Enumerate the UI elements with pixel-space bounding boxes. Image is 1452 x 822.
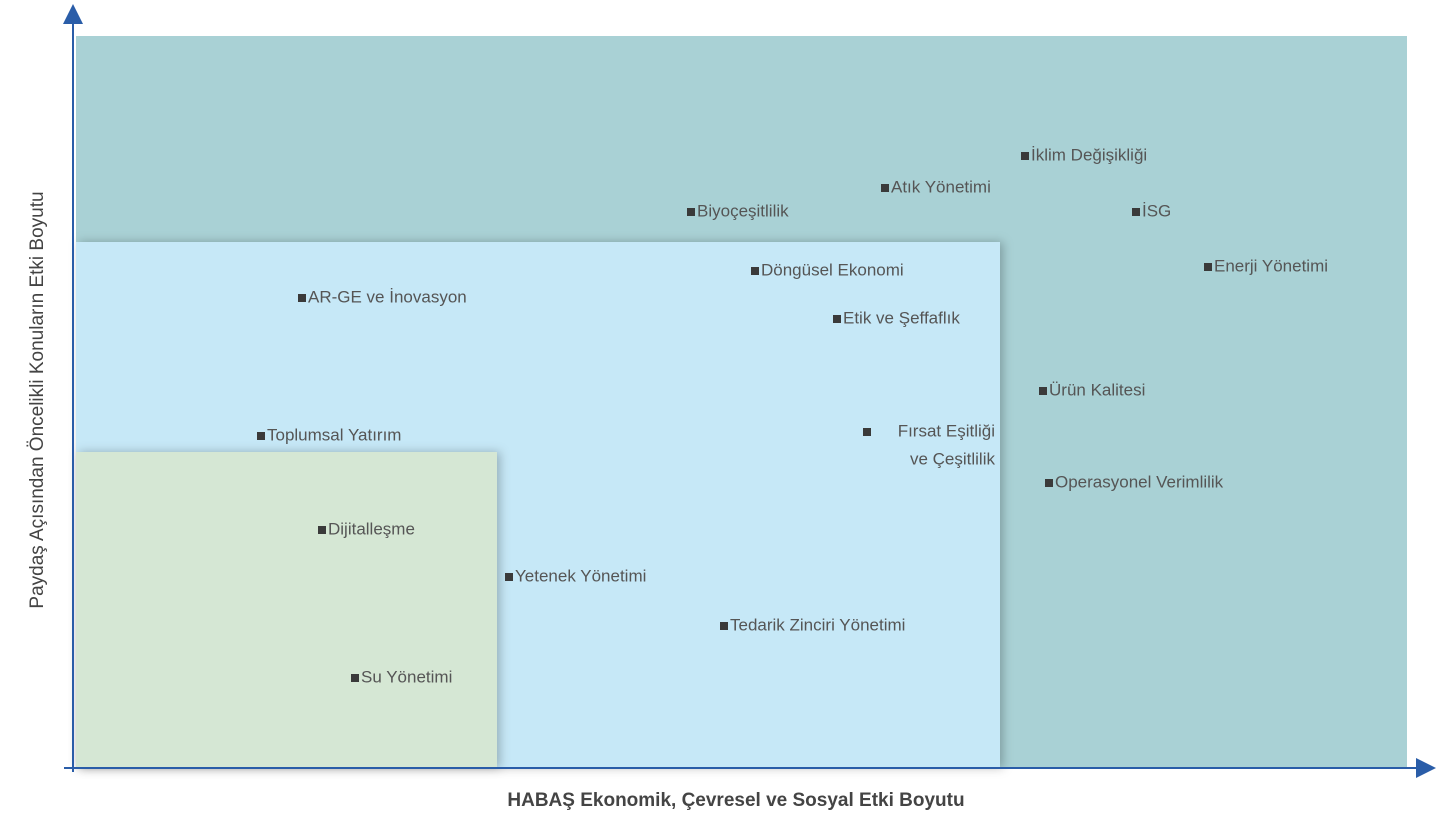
y-axis-title: Paydaş Açısından Öncelikli Konuların Etk…	[27, 191, 48, 608]
topic-label: ve Çeşitlilik	[910, 449, 996, 468]
topic-label: Yetenek Yönetimi	[515, 566, 646, 585]
topics: İklim Değişikliği Atık Yönetimi Biyoçeşitl…	[257, 145, 1328, 686]
marker	[1132, 208, 1140, 216]
marker	[720, 622, 728, 630]
topic-label: İklim Değişikliği	[1031, 145, 1147, 164]
marker	[881, 184, 889, 192]
marker	[1204, 263, 1212, 271]
marker	[298, 294, 306, 302]
marker	[257, 432, 265, 440]
topic-label: Tedarik Zinciri Yönetimi	[730, 615, 905, 634]
marker	[833, 315, 841, 323]
topic-label: Biyoçeşitlilik	[697, 201, 789, 220]
topic-label: Enerji Yönetimi	[1214, 256, 1328, 275]
marker	[1039, 387, 1047, 395]
marker	[1045, 479, 1053, 487]
topic-label: Su Yönetimi	[361, 667, 452, 686]
marker	[863, 428, 871, 436]
marker	[505, 573, 513, 581]
zone-low	[76, 452, 497, 768]
topic-label: Dijitalleşme	[328, 519, 415, 538]
marker	[318, 526, 326, 534]
topic-label: AR-GE ve İnovasyon	[308, 287, 467, 306]
topic-label: Fırsat Eşitliği	[898, 421, 995, 440]
marker	[687, 208, 695, 216]
marker	[351, 674, 359, 682]
marker	[1021, 152, 1029, 160]
topic-label: Döngüsel Ekonomi	[761, 260, 904, 279]
topic-label: Operasyonel Verimlilik	[1055, 472, 1224, 491]
topic-label: Etik ve Şeffaflık	[843, 308, 960, 327]
marker	[751, 267, 759, 275]
x-axis-title: HABAŞ Ekonomik, Çevresel ve Sosyal Etki …	[507, 790, 964, 811]
topic-label: Ürün Kalitesi	[1049, 380, 1145, 399]
topic-label: Toplumsal Yatırım	[267, 425, 401, 444]
topic-label: Atık Yönetimi	[891, 177, 991, 196]
topic-label: İSG	[1142, 201, 1171, 220]
